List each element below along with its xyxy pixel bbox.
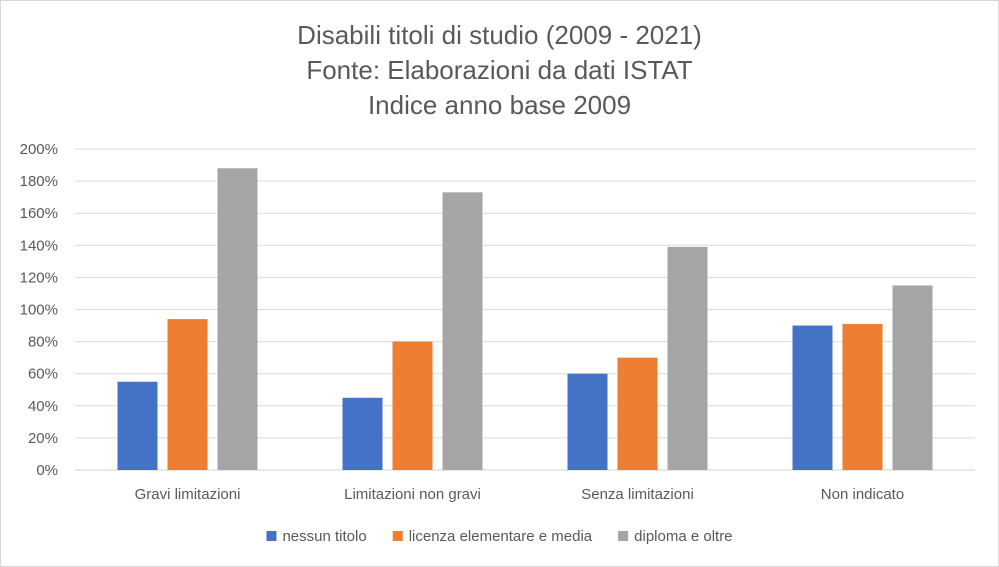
bar-licenza-elementare-e-media: [392, 341, 433, 470]
y-tick-label: 60%: [28, 366, 58, 383]
legend-swatch: [392, 531, 403, 541]
legend-swatch: [266, 531, 277, 541]
bar-nessun-titolo: [342, 397, 383, 470]
x-category-label: Senza limitazioni: [581, 486, 694, 503]
y-tick-label: 40%: [28, 398, 58, 415]
bar-diploma-e-oltre: [442, 192, 483, 470]
bars: [117, 168, 933, 470]
bar-nessun-titolo: [117, 381, 158, 470]
bar-nessun-titolo: [567, 373, 608, 470]
y-tick-label: 20%: [28, 430, 58, 447]
bar-diploma-e-oltre: [667, 246, 708, 470]
x-category-label: Limitazioni non gravi: [344, 486, 481, 503]
legend-label: nessun titolo: [282, 528, 366, 545]
chart-title-line-1: Disabili titoli di studio (2009 - 2021): [297, 20, 702, 50]
gridlines: [75, 148, 975, 471]
legend-label: licenza elementare e media: [409, 528, 593, 545]
bar-licenza-elementare-e-media: [617, 357, 658, 470]
y-axis-ticks: 0% 20% 40% 60% 80% 100% 120% 140% 160% 180% 200%: [20, 141, 58, 479]
chart-title-line-3: Indice anno base 2009: [367, 90, 632, 120]
y-tick-label: 120%: [20, 269, 58, 286]
bar-diploma-e-oltre: [217, 168, 258, 470]
y-tick-label: 140%: [20, 237, 58, 254]
x-category-label: Gravi limitazioni: [135, 486, 241, 503]
y-tick-label: 0%: [36, 462, 58, 479]
x-category-label: Non indicato: [821, 486, 904, 503]
chart-title: Disabili titoli di studio (2009 - 2021) …: [0, 18, 999, 123]
y-tick-label: 100%: [20, 302, 58, 319]
bar-diploma-e-oltre: [892, 285, 933, 470]
bar-licenza-elementare-e-media: [842, 323, 883, 470]
legend-label: diploma e oltre: [634, 528, 732, 545]
y-tick-label: 160%: [20, 205, 58, 222]
bar-nessun-titolo: [792, 325, 833, 470]
legend: nessun titolo licenza elementare e media d…: [266, 528, 733, 545]
y-tick-label: 180%: [20, 173, 58, 190]
y-tick-label: 80%: [28, 334, 58, 351]
chart-title-line-2: Fonte: Elaborazioni da dati ISTAT: [306, 55, 693, 85]
y-tick-label: 200%: [20, 141, 58, 158]
x-axis-labels: Gravi limitazioni Limitazioni non gravi Se…: [135, 486, 905, 503]
legend-swatch: [618, 531, 629, 541]
bar-licenza-elementare-e-media: [167, 319, 208, 470]
